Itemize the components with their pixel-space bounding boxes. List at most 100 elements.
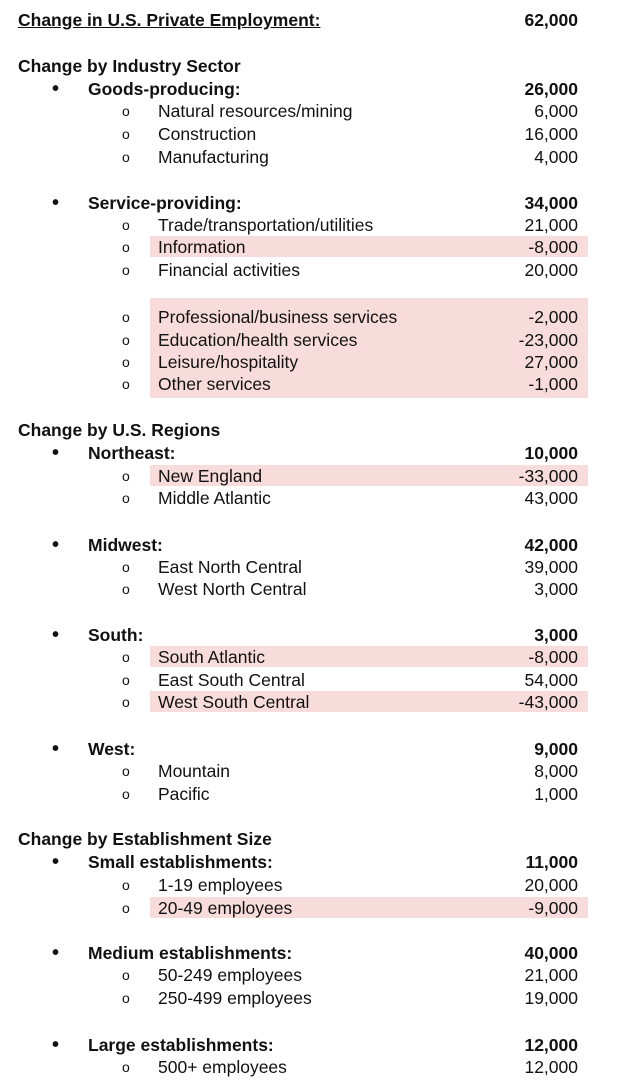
item-value: -9,000 — [528, 898, 578, 918]
section-heading-industry: Change by Industry Sector — [0, 55, 620, 78]
subtotal-label: Midwest: — [88, 535, 163, 555]
item-value: 54,000 — [524, 670, 578, 690]
item-label: New England — [158, 466, 263, 486]
list-item: o West North Central 3,000 — [0, 578, 620, 601]
list-item: o Pacific 1,000 — [0, 783, 620, 806]
item-label: Natural resources/mining — [158, 101, 353, 121]
list-item-negative: o New England -33,000 — [0, 465, 620, 488]
negative-highlight-block — [150, 298, 588, 398]
negative-highlight — [150, 465, 588, 486]
circle-bullet-icon: o — [122, 376, 130, 392]
item-value: -8,000 — [528, 647, 578, 667]
item-value: 3,000 — [534, 579, 578, 599]
subtotal-row-midwest: • Midwest: 42,000 — [0, 534, 620, 557]
section-heading-establishment-size: Change by Establishment Size — [0, 828, 620, 851]
item-value: 16,000 — [524, 124, 578, 144]
total-change-row: Change in U.S. Private Employment: 62,00… — [0, 9, 620, 32]
subtotal-row-northeast: • Northeast: 10,000 — [0, 442, 620, 465]
item-label: Other services — [158, 374, 271, 394]
section-heading: Change by Industry Sector — [18, 56, 241, 76]
subtotal-value: 34,000 — [524, 193, 578, 213]
bullet-icon: • — [52, 78, 60, 100]
item-value: 12,000 — [524, 1057, 578, 1077]
subtotal-row-west: • West: 9,000 — [0, 738, 620, 761]
circle-bullet-icon: o — [122, 581, 130, 597]
list-item-negative: o South Atlantic -8,000 — [0, 646, 620, 669]
subtotal-value: 11,000 — [525, 852, 578, 872]
circle-bullet-icon: o — [122, 1059, 130, 1075]
item-label: Financial activities — [158, 260, 300, 280]
circle-bullet-icon: o — [122, 649, 130, 665]
item-value: -1,000 — [528, 374, 578, 394]
list-item-negative: o Professional/business services -2,000 — [0, 306, 620, 329]
circle-bullet-icon: o — [122, 559, 130, 575]
bullet-icon: • — [52, 534, 60, 556]
subtotal-value: 9,000 — [534, 739, 578, 759]
item-label: 250-499 employees — [158, 988, 312, 1008]
circle-bullet-icon: o — [122, 990, 130, 1006]
circle-bullet-icon: o — [122, 468, 130, 484]
item-label: Professional/business services — [158, 307, 398, 327]
item-value: 21,000 — [524, 965, 578, 985]
subtotal-row-large-establishments: • Large establishments: 12,000 — [0, 1034, 620, 1057]
subtotal-label: West: — [88, 739, 136, 759]
item-label: East North Central — [158, 557, 302, 577]
bullet-icon: • — [52, 192, 60, 214]
subtotal-value: 42,000 — [524, 535, 578, 555]
bullet-icon: • — [52, 1034, 60, 1056]
circle-bullet-icon: o — [122, 103, 130, 119]
subtotal-label: Large establishments: — [88, 1035, 274, 1055]
item-value: -23,000 — [518, 330, 578, 350]
section-heading: Change by U.S. Regions — [18, 420, 221, 440]
item-value: -8,000 — [528, 237, 578, 257]
negative-highlight — [150, 646, 588, 667]
item-label: Leisure/hospitality — [158, 352, 299, 372]
circle-bullet-icon: o — [122, 763, 130, 779]
circle-bullet-icon: o — [122, 332, 130, 348]
list-item: o Leisure/hospitality 27,000 — [0, 351, 620, 374]
circle-bullet-icon: o — [122, 490, 130, 506]
subtotal-label: Medium establishments: — [88, 943, 293, 963]
list-item-negative: o West South Central -43,000 — [0, 691, 620, 714]
section-heading: Change by Establishment Size — [18, 829, 272, 849]
subtotal-row-medium-establishments: • Medium establishments: 40,000 — [0, 942, 620, 965]
circle-bullet-icon: o — [122, 239, 130, 255]
subtotal-label: Northeast: — [88, 443, 176, 463]
total-change-value: 62,000 — [524, 10, 578, 30]
subtotal-label: Goods-producing: — [88, 79, 241, 99]
subtotal-value: 10,000 — [524, 443, 578, 463]
item-value: 20,000 — [524, 260, 578, 280]
list-item: o Mountain 8,000 — [0, 760, 620, 783]
item-label: West South Central — [158, 692, 310, 712]
circle-bullet-icon: o — [122, 262, 130, 278]
subtotal-row-goods-producing: • Goods-producing: 26,000 — [0, 78, 620, 101]
item-label: Manufacturing — [158, 147, 269, 167]
list-item: o 1-19 employees 20,000 — [0, 874, 620, 897]
circle-bullet-icon: o — [122, 217, 130, 233]
item-label: Construction — [158, 124, 257, 144]
circle-bullet-icon: o — [122, 786, 130, 802]
list-item-negative: o 20-49 employees -9,000 — [0, 897, 620, 920]
circle-bullet-icon: o — [122, 149, 130, 165]
subtotal-row-small-establishments: • Small establishments: 11,000 — [0, 851, 620, 874]
list-item: o 250-499 employees 19,000 — [0, 987, 620, 1010]
section-heading-regions: Change by U.S. Regions — [0, 419, 620, 442]
list-item: o East South Central 54,000 — [0, 669, 620, 692]
page-title: Change in U.S. Private Employment: — [18, 10, 321, 30]
list-item: o 50-249 employees 21,000 — [0, 964, 620, 987]
item-value: -2,000 — [528, 307, 578, 327]
item-label: Education/health services — [158, 330, 358, 350]
circle-bullet-icon: o — [122, 354, 130, 370]
bullet-icon: • — [52, 738, 60, 760]
negative-highlight — [150, 236, 588, 257]
item-value: 20,000 — [524, 875, 578, 895]
list-item-negative: o Information -8,000 — [0, 236, 620, 259]
circle-bullet-icon: o — [122, 967, 130, 983]
list-item: o 500+ employees 12,000 — [0, 1056, 620, 1079]
subtotal-row-service-providing: • Service-providing: 34,000 — [0, 192, 620, 215]
subtotal-row-south: • South: 3,000 — [0, 624, 620, 647]
item-label: Middle Atlantic — [158, 488, 271, 508]
item-value: 21,000 — [524, 215, 578, 235]
item-label: 1-19 employees — [158, 875, 283, 895]
subtotal-label: Small establishments: — [88, 852, 273, 872]
